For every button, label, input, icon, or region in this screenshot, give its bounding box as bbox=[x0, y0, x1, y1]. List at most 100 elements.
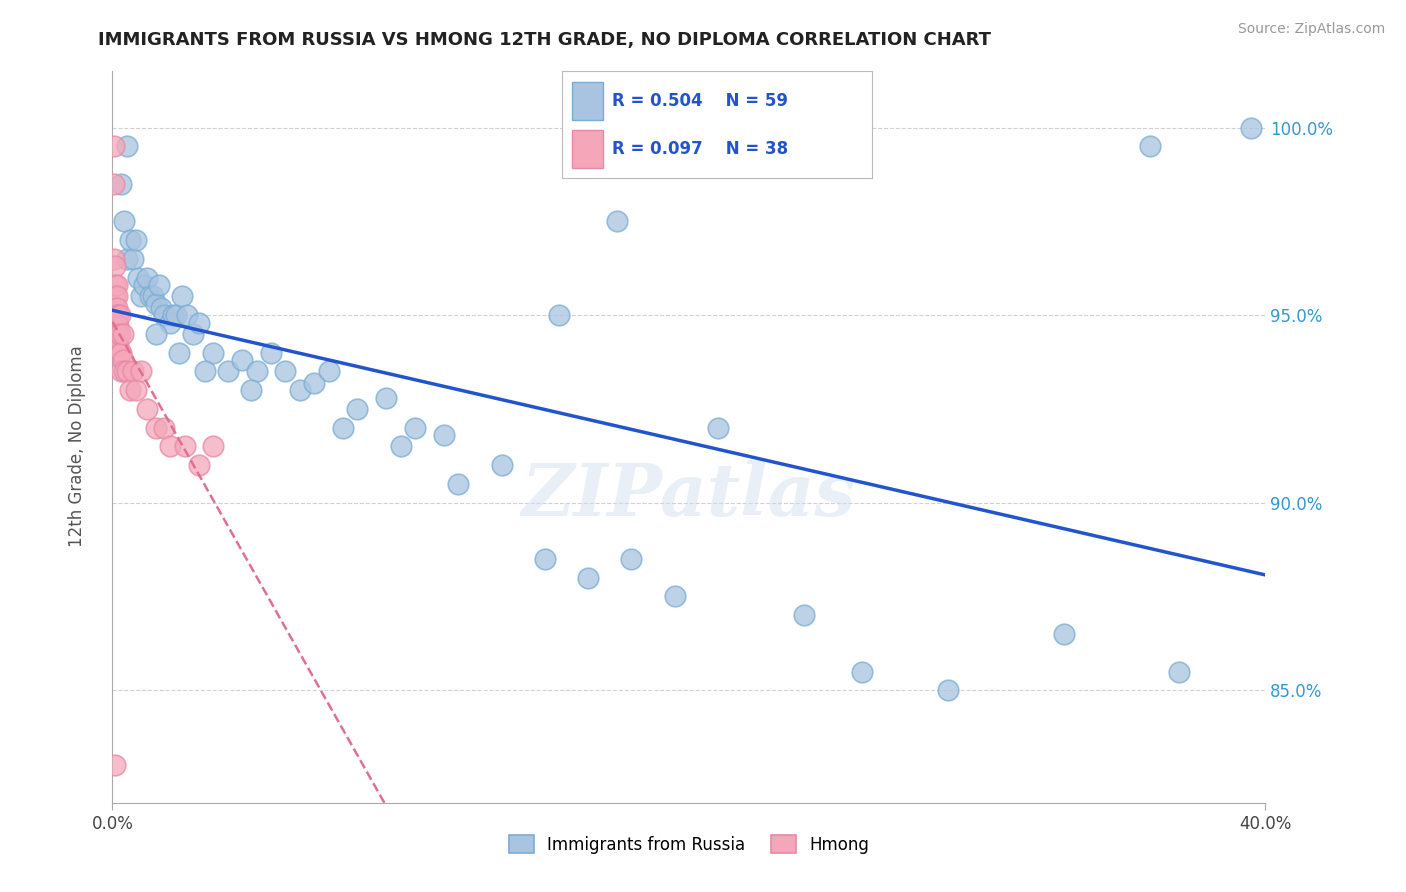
Text: ZIPatlas: ZIPatlas bbox=[522, 460, 856, 531]
Point bbox=[105, 326, 128, 341]
Point bbox=[129, 364, 153, 378]
Point bbox=[1139, 139, 1161, 153]
Point bbox=[145, 297, 167, 311]
Point bbox=[115, 252, 138, 266]
Text: R = 0.504    N = 59: R = 0.504 N = 59 bbox=[612, 92, 787, 110]
Point bbox=[165, 308, 187, 322]
Point bbox=[202, 345, 225, 359]
Point bbox=[145, 420, 167, 434]
Point bbox=[105, 308, 128, 322]
FancyBboxPatch shape bbox=[572, 130, 603, 168]
Point bbox=[124, 383, 146, 397]
Point bbox=[112, 214, 135, 228]
Point bbox=[231, 353, 253, 368]
Point bbox=[162, 308, 184, 322]
Point bbox=[103, 139, 125, 153]
Point bbox=[111, 353, 134, 368]
Point bbox=[1168, 665, 1191, 679]
Point bbox=[107, 338, 129, 352]
Point bbox=[1053, 627, 1076, 641]
Point bbox=[246, 364, 269, 378]
Point bbox=[134, 278, 156, 293]
Point bbox=[150, 301, 173, 315]
Point bbox=[181, 326, 204, 341]
Point bbox=[938, 683, 960, 698]
Point bbox=[115, 139, 138, 153]
Point bbox=[148, 278, 170, 293]
Point bbox=[103, 252, 125, 266]
Point bbox=[153, 420, 176, 434]
Point bbox=[707, 420, 730, 434]
Point bbox=[170, 289, 193, 303]
Point bbox=[606, 214, 628, 228]
Legend: Immigrants from Russia, Hmong: Immigrants from Russia, Hmong bbox=[502, 829, 876, 860]
Point bbox=[202, 440, 225, 454]
Point bbox=[115, 364, 138, 378]
Point bbox=[188, 316, 211, 330]
Point bbox=[105, 278, 128, 293]
Point bbox=[103, 177, 125, 191]
Point bbox=[127, 270, 149, 285]
Point bbox=[121, 364, 143, 378]
Point bbox=[136, 401, 159, 416]
FancyBboxPatch shape bbox=[572, 82, 603, 120]
Point bbox=[139, 289, 162, 303]
Point bbox=[129, 289, 153, 303]
Point bbox=[173, 440, 195, 454]
Point bbox=[159, 440, 181, 454]
Point bbox=[188, 458, 211, 473]
Point bbox=[491, 458, 513, 473]
Point bbox=[239, 383, 262, 397]
Text: R = 0.097    N = 38: R = 0.097 N = 38 bbox=[612, 140, 787, 158]
Point bbox=[851, 665, 873, 679]
Point bbox=[1240, 120, 1263, 135]
Point bbox=[118, 233, 141, 247]
Point bbox=[447, 477, 470, 491]
Point bbox=[664, 590, 686, 604]
Point bbox=[108, 308, 131, 322]
Point bbox=[112, 364, 135, 378]
Point bbox=[107, 308, 129, 322]
Point bbox=[346, 401, 368, 416]
Point bbox=[534, 552, 557, 566]
Point bbox=[110, 177, 132, 191]
Point bbox=[176, 308, 198, 322]
Point bbox=[118, 383, 141, 397]
Point bbox=[620, 552, 643, 566]
Point bbox=[375, 391, 398, 405]
Point bbox=[304, 376, 326, 390]
Point bbox=[217, 364, 239, 378]
Point bbox=[124, 233, 146, 247]
Point bbox=[194, 364, 217, 378]
Point bbox=[433, 428, 456, 442]
Point bbox=[110, 345, 132, 359]
Point bbox=[145, 326, 167, 341]
Point bbox=[332, 420, 354, 434]
Point bbox=[104, 758, 127, 772]
Point bbox=[110, 364, 132, 378]
Point bbox=[105, 289, 128, 303]
Point bbox=[105, 316, 128, 330]
Point bbox=[108, 345, 131, 359]
Point bbox=[104, 278, 127, 293]
Text: Source: ZipAtlas.com: Source: ZipAtlas.com bbox=[1237, 22, 1385, 37]
Text: IMMIGRANTS FROM RUSSIA VS HMONG 12TH GRADE, NO DIPLOMA CORRELATION CHART: IMMIGRANTS FROM RUSSIA VS HMONG 12TH GRA… bbox=[98, 31, 991, 49]
Point bbox=[389, 440, 412, 454]
Point bbox=[104, 301, 127, 315]
Point bbox=[288, 383, 311, 397]
Point bbox=[107, 326, 129, 341]
Point bbox=[104, 289, 127, 303]
Point bbox=[548, 308, 571, 322]
Point bbox=[107, 319, 129, 334]
Point bbox=[104, 260, 127, 274]
Point bbox=[404, 420, 426, 434]
Point bbox=[105, 301, 128, 315]
Point bbox=[260, 345, 283, 359]
Point bbox=[108, 326, 131, 341]
Point bbox=[121, 252, 143, 266]
Point bbox=[136, 270, 159, 285]
Point bbox=[167, 345, 190, 359]
Point bbox=[111, 326, 134, 341]
Point bbox=[274, 364, 297, 378]
Point bbox=[153, 308, 176, 322]
